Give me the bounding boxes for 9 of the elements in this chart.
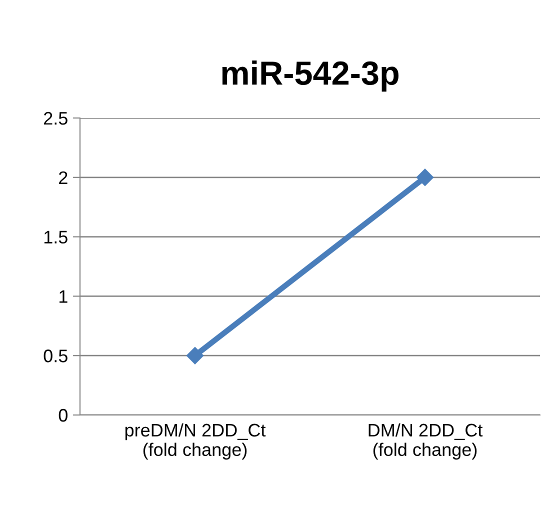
y-tick-label: 1 [60, 290, 68, 303]
y-tick-label: 2 [59, 171, 68, 184]
x-tick-label: preDM/N 2DD_Ct (fold change) [125, 423, 266, 460]
y-tick-label: 0.5 [44, 350, 68, 362]
x-tick-label: DM/N 2DD_Ct (fold change) [368, 423, 483, 460]
y-tick-label: 1.5 [44, 230, 68, 244]
y-tick-label: 2.5 [44, 112, 68, 125]
chart-title: miR-542-3p [222, 60, 398, 92]
y-tick-label: 0 [58, 408, 68, 422]
